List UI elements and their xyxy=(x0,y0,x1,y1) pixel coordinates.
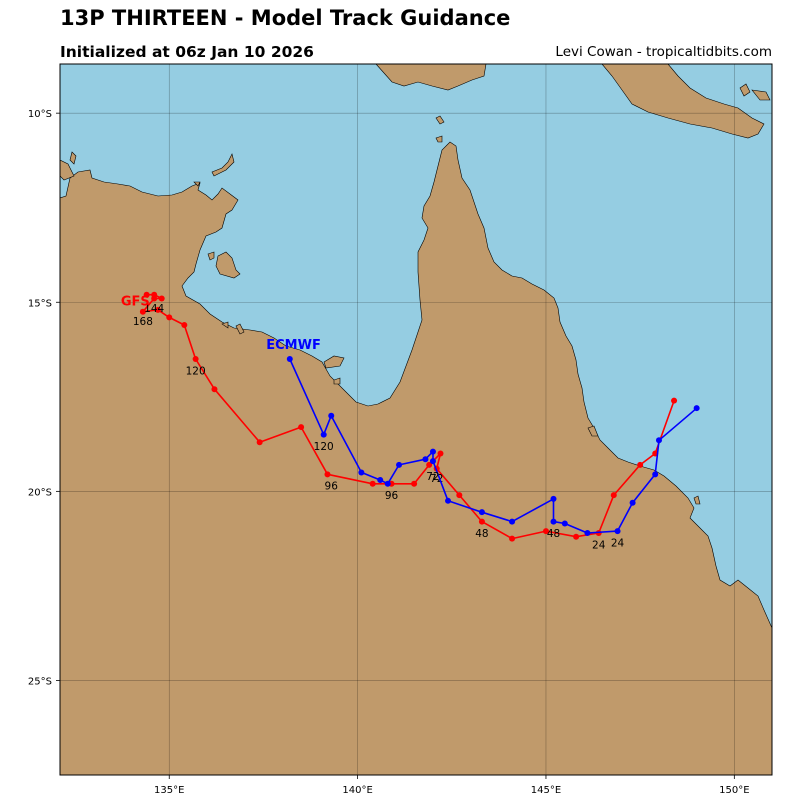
lat-tick-label: 20°S xyxy=(28,487,52,498)
lon-tick-label: 145°E xyxy=(531,785,561,796)
gfs-track-point xyxy=(324,471,331,478)
init-time-subtitle: Initialized at 06z Jan 10 2026 xyxy=(60,43,314,61)
gfs-track-point xyxy=(573,533,580,540)
gfs-track-point xyxy=(456,492,463,499)
ecmwf-hour-label: 24 xyxy=(611,537,625,549)
island-11 xyxy=(739,83,751,97)
gfs-hour-label: 168 xyxy=(133,316,153,328)
ecmwf-track-point xyxy=(328,412,335,419)
ecmwf-hour-label: 72 xyxy=(426,471,439,483)
gfs-track-point xyxy=(158,295,165,302)
land-australia xyxy=(60,141,772,775)
island-groote xyxy=(215,251,241,279)
island-1 xyxy=(69,151,77,165)
ecmwf-track-point xyxy=(550,518,557,525)
island-4 xyxy=(193,181,201,187)
gfs-track-point xyxy=(437,450,444,457)
credit-text: Levi Cowan - tropicaltidbits.com xyxy=(555,44,772,60)
gfs-track-point xyxy=(298,424,305,431)
lon-tick-label: 150°E xyxy=(719,785,749,796)
ecmwf-track-point xyxy=(422,456,429,463)
gfs-hour-label: 24 xyxy=(592,539,606,551)
graticule xyxy=(60,64,772,775)
island-9 xyxy=(435,115,445,125)
island-13 xyxy=(693,495,701,505)
lon-tick-label: 135°E xyxy=(154,785,184,796)
island-7 xyxy=(235,323,245,335)
island-5 xyxy=(333,377,341,385)
gfs-track-point xyxy=(256,439,263,446)
gfs-track-point xyxy=(151,291,158,298)
gfs-track-point xyxy=(637,461,644,468)
gfs-track-point xyxy=(166,314,173,321)
ecmwf-track-point xyxy=(478,509,485,516)
lat-tick-label: 25°S xyxy=(28,676,52,687)
gfs-track-point xyxy=(426,461,433,468)
gfs-track-point xyxy=(192,355,199,362)
gfs-track-point xyxy=(411,480,418,487)
ecmwf-track-point xyxy=(429,448,436,455)
lon-tick-label: 140°E xyxy=(342,785,372,796)
ecmwf-track-point xyxy=(652,471,659,478)
gfs-track-point xyxy=(154,306,161,313)
gfs-hour-label: 120 xyxy=(186,365,206,377)
island-8 xyxy=(435,135,443,143)
island-mornington xyxy=(323,355,345,369)
ecmwf-model-label: ECMWF xyxy=(266,338,321,353)
ecmwf-track-point xyxy=(429,458,436,465)
ecmwf-track-point xyxy=(629,499,636,506)
ecmwf-track-point xyxy=(561,520,568,527)
gfs-track-point xyxy=(139,308,146,315)
ecmwf-track-point xyxy=(396,461,403,468)
land-new-guinea xyxy=(375,64,487,91)
island-10 xyxy=(587,425,599,437)
lat-tick-label: 10°S xyxy=(28,109,52,120)
island-melville xyxy=(60,159,75,181)
ecmwf-hour-label: 96 xyxy=(325,481,339,493)
gfs-hour-label: 96 xyxy=(385,490,399,502)
ecmwf-track-point xyxy=(286,355,293,362)
gfs-model-label: GFS xyxy=(121,294,150,309)
ecmwf-track-point xyxy=(377,477,384,484)
ecmwf-track-point xyxy=(655,437,662,444)
ecmwf-hour-label: 48 xyxy=(547,528,560,540)
island-6 xyxy=(221,321,229,329)
gfs-track-point xyxy=(143,291,150,298)
ecmwf-hour-label: 120 xyxy=(314,441,334,453)
ecmwf-track-point xyxy=(614,528,621,535)
lat-tick-label: 15°S xyxy=(28,298,52,309)
ecmwf-track-point xyxy=(358,469,365,476)
gfs-hour-label: 72 xyxy=(430,473,443,485)
gfs-track-point xyxy=(610,492,617,499)
island-3 xyxy=(211,153,235,177)
page-title: 13P THIRTEEN - Model Track Guidance xyxy=(60,6,511,30)
gfs-track-point xyxy=(211,386,218,393)
ecmwf-track-point xyxy=(509,518,516,525)
gfs-track-point xyxy=(181,321,188,328)
axis-ticks: 135°E 140°E 145°E 150°E 10°S 15°S 20°S 25°S xyxy=(28,109,750,796)
gfs-track-point xyxy=(478,518,485,525)
gfs-track-point xyxy=(369,480,376,487)
gfs-track-point xyxy=(509,535,516,542)
ecmwf-track-point xyxy=(445,497,452,504)
gfs-hour-label: 144 xyxy=(144,303,164,315)
ecmwf-track-point xyxy=(550,495,557,502)
island-12 xyxy=(751,89,771,101)
ecmwf-track-point xyxy=(320,431,327,438)
island-2 xyxy=(207,251,215,261)
land-new-guinea-east xyxy=(601,64,765,139)
ecmwf-track-point xyxy=(384,480,391,487)
gfs-track-point xyxy=(542,528,549,535)
gfs-track-point xyxy=(671,397,678,404)
ecmwf-track-point xyxy=(584,529,591,536)
ecmwf-track-point xyxy=(693,405,700,412)
map-frame xyxy=(59,63,773,776)
ecmwf-track-line xyxy=(289,358,698,534)
gfs-hour-label: 48 xyxy=(475,528,488,540)
